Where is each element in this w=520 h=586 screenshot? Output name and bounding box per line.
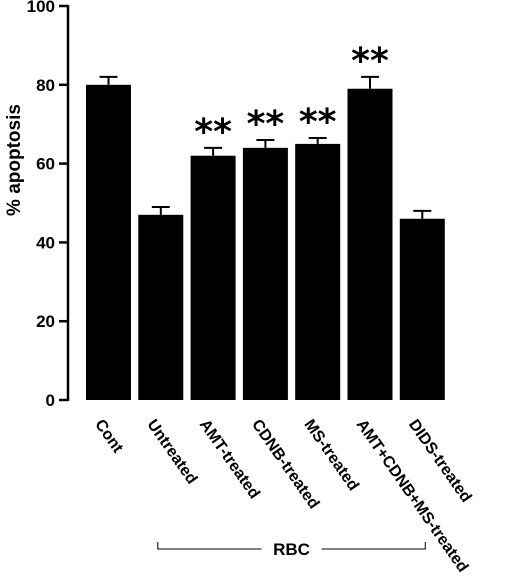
y-tick-label: 0 [46, 391, 55, 410]
group-bracket-right [321, 542, 426, 550]
bars: ** ** ** ** [86, 41, 445, 401]
x-tick-label: Cont [91, 417, 126, 457]
bar [242, 147, 288, 400]
x-tick-label: MS-treated [300, 417, 361, 494]
x-tick-label: Untreated [144, 417, 201, 488]
significance-marker: ** [299, 102, 337, 143]
group-bracket-left [157, 542, 262, 550]
x-tick-label: AMT+CDNB+MS-treated [353, 417, 471, 576]
y-tick-label: 100 [27, 0, 55, 16]
y-axis-label: % apoptosis [4, 104, 25, 216]
bar [138, 214, 184, 400]
group-label: RBC [273, 540, 310, 559]
y-axis: 0 20 40 60 80 100 [27, 0, 70, 410]
y-tick-label: 20 [36, 312, 55, 331]
y-tick-label: 60 [36, 155, 55, 174]
y-tick-label: 40 [36, 233, 55, 252]
group-bracket: RBC [157, 540, 426, 559]
bar [190, 155, 236, 400]
y-tick-label: 80 [36, 76, 55, 95]
significance-marker: ** [194, 112, 232, 153]
significance-marker: ** [247, 104, 285, 145]
bar [86, 84, 131, 401]
bar [347, 88, 393, 401]
significance-marker: ** [351, 41, 389, 82]
bar [295, 143, 341, 400]
bar [399, 218, 445, 400]
